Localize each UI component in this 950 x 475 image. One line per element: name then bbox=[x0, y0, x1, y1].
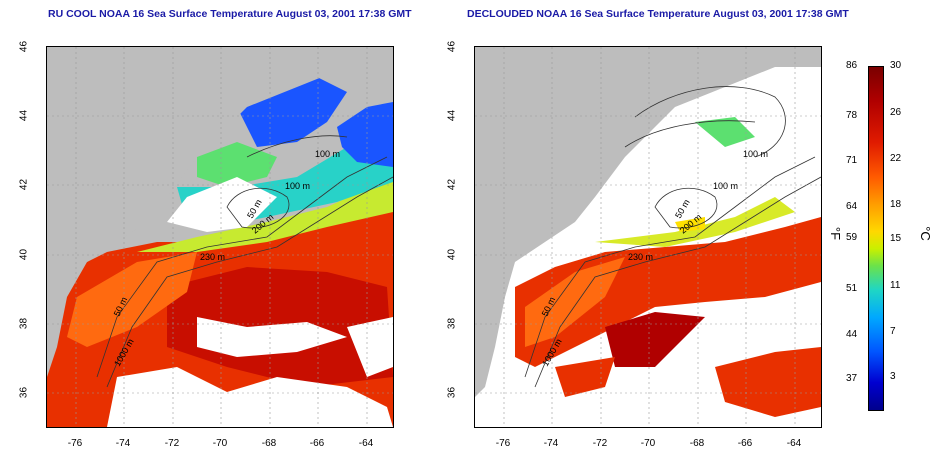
deep-red-region bbox=[605, 312, 705, 367]
warm-water-patches-south bbox=[555, 357, 615, 397]
left-sst-map[interactable]: 100 m 100 m 50 m 200 m 230 m 50 m 1000 m bbox=[46, 46, 394, 428]
latitude-tick: 38 bbox=[18, 317, 30, 330]
longitude-tick: -64 bbox=[358, 438, 374, 449]
longitude-tick: -68 bbox=[689, 438, 705, 449]
celsius-tick: 15 bbox=[890, 233, 902, 244]
cloud-bank-north bbox=[167, 177, 277, 232]
latitude-tick: 46 bbox=[18, 40, 30, 53]
isobath-contour bbox=[534, 176, 821, 388]
land-northeast bbox=[47, 47, 393, 377]
celsius-tick: 11 bbox=[890, 280, 901, 291]
longitude-tick: -72 bbox=[592, 438, 608, 449]
longitude-tick: -66 bbox=[309, 438, 325, 449]
contour-label: 100 m bbox=[315, 149, 340, 159]
contour-label: 230 m bbox=[628, 252, 653, 262]
green-patches bbox=[695, 117, 755, 147]
isobath-contour bbox=[624, 120, 756, 148]
blue-cold-water-east bbox=[337, 102, 393, 167]
contour-label: 230 m bbox=[200, 252, 225, 262]
fahrenheit-tick: 64 bbox=[846, 201, 858, 212]
celsius-unit-label: °C bbox=[917, 226, 933, 241]
isobath-contour bbox=[106, 176, 393, 388]
isobath-contour bbox=[96, 156, 388, 378]
left-map-title: RU COOL NOAA 16 Sea Surface Temperature … bbox=[48, 8, 412, 20]
celsius-tick: 30 bbox=[890, 60, 902, 71]
fahrenheit-tick: 71 bbox=[846, 155, 858, 166]
longitude-tick: -70 bbox=[640, 438, 656, 449]
longitude-tick: -76 bbox=[67, 438, 83, 449]
latitude-tick: 40 bbox=[446, 248, 458, 261]
right-map-title: DECLOUDED NOAA 16 Sea Surface Temperatur… bbox=[467, 8, 849, 20]
contour-label: 100 m bbox=[743, 149, 768, 159]
cloud-patches-east bbox=[347, 317, 393, 377]
celsius-tick: 7 bbox=[890, 326, 896, 337]
latitude-tick: 46 bbox=[446, 40, 458, 53]
cloud-bank-middle bbox=[197, 317, 347, 357]
celsius-tick: 18 bbox=[890, 199, 902, 210]
isobath-contour bbox=[524, 156, 816, 378]
latitude-tick: 44 bbox=[446, 109, 458, 122]
latitude-tick: 38 bbox=[446, 317, 458, 330]
isobath-contour bbox=[226, 188, 290, 229]
longitude-tick: -76 bbox=[495, 438, 511, 449]
temperature-colorbar bbox=[868, 66, 884, 411]
orange-coastal-water bbox=[525, 257, 625, 347]
fahrenheit-tick: 59 bbox=[846, 232, 858, 243]
longitude-tick: -72 bbox=[164, 438, 180, 449]
right-sst-map[interactable]: 100 m 100 m 50 m 200 m 230 m 50 m 1000 m bbox=[474, 46, 822, 428]
fahrenheit-tick: 78 bbox=[846, 110, 858, 121]
longitude-tick: -74 bbox=[543, 438, 559, 449]
isobath-contour bbox=[246, 135, 348, 158]
cloud-bank-south bbox=[107, 367, 393, 427]
fahrenheit-tick: 37 bbox=[846, 373, 858, 384]
longitude-tick: -66 bbox=[737, 438, 753, 449]
celsius-tick: 3 bbox=[890, 371, 896, 382]
celsius-tick: 22 bbox=[890, 153, 902, 164]
left-sst-map-image: 100 m 100 m 50 m 200 m 230 m 50 m 1000 m bbox=[47, 47, 393, 427]
longitude-tick: -70 bbox=[212, 438, 228, 449]
latitude-tick: 42 bbox=[18, 178, 30, 191]
right-sst-map-image: 100 m 100 m 50 m 200 m 230 m 50 m 1000 m bbox=[475, 47, 821, 427]
warm-water-patches-east bbox=[715, 347, 821, 417]
warm-water-region bbox=[515, 217, 821, 367]
latitude-tick: 44 bbox=[18, 109, 30, 122]
longitude-tick: -68 bbox=[261, 438, 277, 449]
green-patches bbox=[197, 142, 277, 187]
isobath-contour bbox=[634, 86, 786, 158]
isobath-contour bbox=[654, 188, 718, 229]
contour-label: 100 m bbox=[713, 181, 738, 191]
latitude-tick: 40 bbox=[18, 248, 30, 261]
latitude-tick: 36 bbox=[18, 386, 30, 399]
fahrenheit-tick: 51 bbox=[846, 283, 858, 294]
fahrenheit-tick: 44 bbox=[846, 329, 858, 340]
longitude-tick: -74 bbox=[115, 438, 131, 449]
longitude-tick: -64 bbox=[786, 438, 802, 449]
latitude-tick: 42 bbox=[446, 178, 458, 191]
latitude-tick: 36 bbox=[446, 386, 458, 399]
fahrenheit-tick: 86 bbox=[846, 60, 858, 71]
orange-coastal-water bbox=[67, 252, 197, 347]
contour-label: 100 m bbox=[285, 181, 310, 191]
land-northeast bbox=[475, 47, 821, 397]
celsius-tick: 26 bbox=[890, 107, 902, 118]
fahrenheit-unit-label: °F bbox=[828, 226, 844, 241]
